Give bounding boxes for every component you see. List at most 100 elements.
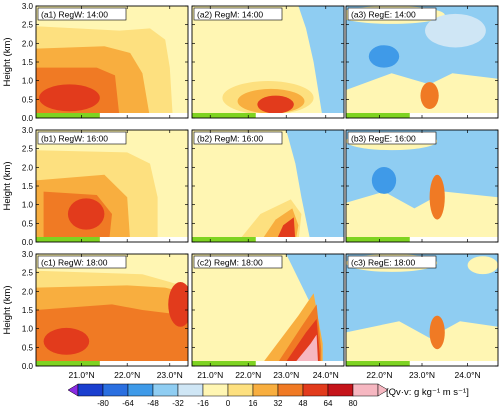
colorbar-box-2 xyxy=(128,384,153,396)
field-a1 xyxy=(36,6,188,118)
xtick-label-c1-2: 23.0°N xyxy=(157,370,183,380)
terrain-gap-b2 xyxy=(256,237,344,242)
terrain-land-b1 xyxy=(36,237,100,242)
contour-b3-3 xyxy=(430,175,445,220)
ytick-label-a1-4: 2.0 xyxy=(22,39,34,48)
colorbar-box-1 xyxy=(103,384,128,396)
xtick-label-c3-0: 22.0°N xyxy=(366,370,392,380)
panel-a3: (a3) RegE: 14:00 xyxy=(338,6,498,118)
panel-label-b2: (b2) RegM: 16:00 xyxy=(197,134,263,144)
terrain-gap-c2 xyxy=(256,361,344,366)
contour-a3-4 xyxy=(420,82,438,109)
panel-label-b1: (b1) RegW: 16:00 xyxy=(41,134,108,144)
ylabel-c1: Height (km) xyxy=(2,285,13,334)
terrain-land-c3 xyxy=(346,361,410,366)
colorbar-tick-8: 48 xyxy=(299,399,308,407)
colorbar-label: [Qv·v: g kg⁻¹ m s⁻¹] xyxy=(386,387,469,398)
contour-c1-4 xyxy=(168,282,192,327)
ytick-label-b1-0: 0.0 xyxy=(22,238,34,247)
terrain-land-a1 xyxy=(36,113,100,118)
terrain-gap-c3 xyxy=(410,361,498,366)
colorbar-tick-9: 64 xyxy=(324,399,333,407)
panel-label-a1: (a1) RegW: 14:00 xyxy=(41,10,108,20)
contour-c1-5 xyxy=(44,328,90,355)
xtick-label-c2-1: 22.0°N xyxy=(235,370,261,380)
ytick-label-c1-6: 3.0 xyxy=(22,250,34,259)
panel-label-c3: (c3) RegE: 18:00 xyxy=(351,258,416,268)
colorbar-low-arrow xyxy=(68,384,78,396)
colorbar-box-4 xyxy=(178,384,203,396)
colorbar-box-8 xyxy=(278,384,303,396)
colorbar-tick-0: -80 xyxy=(97,399,109,407)
terrain-gap-a2 xyxy=(256,113,344,118)
xtick-label-c2-0: 21.0°N xyxy=(197,370,223,380)
colorbar-box-5 xyxy=(203,384,228,396)
colorbar-tick-1: -64 xyxy=(122,399,134,407)
ytick-label-c1-1: 0.5 xyxy=(22,343,34,352)
ytick-label-c1-5: 2.5 xyxy=(22,269,34,278)
ytick-label-a1-6: 3.0 xyxy=(22,2,34,11)
panel-c1: (c1) RegW: 18:00 0.0 0.5 1.0 1.5 2.0 2.5 3.0 Hei… xyxy=(2,250,193,380)
panel-a1: (a1) RegW: 14:00 0.0 0.5 1.0 1.5 2.0 2.5 3.0 Hei… xyxy=(2,2,188,123)
colorbar-tick-4: -16 xyxy=(197,399,209,407)
xtick-label-c1-1: 22.0°N xyxy=(114,370,140,380)
contour-b3-4 xyxy=(372,167,396,194)
field-b3 xyxy=(346,130,498,242)
colorbar-box-7 xyxy=(253,384,278,396)
terrain-gap-b3 xyxy=(410,237,498,242)
panel-b1: (b1) RegW: 16:00 0.0 0.5 1.0 1.5 2.0 2.5 3.0 Hei… xyxy=(2,126,188,247)
field-b2 xyxy=(192,130,344,242)
terrain-land-b2 xyxy=(192,237,256,242)
terrain-land-b3 xyxy=(346,237,410,242)
xtick-label-c3-1: 23.0°N xyxy=(409,370,435,380)
ytick-label-c1-4: 2.0 xyxy=(22,287,34,296)
panel-b2: (b2) RegM: 16:00 xyxy=(192,130,344,242)
ylabel-a1: Height (km) xyxy=(2,37,13,86)
ylabel-b1: Height (km) xyxy=(2,161,13,210)
ytick-label-b1-2: 1.0 xyxy=(22,201,34,210)
terrain-land-a2 xyxy=(192,113,256,118)
panel-label-a3: (a3) RegE: 14:00 xyxy=(351,10,416,20)
ytick-label-b1-5: 2.5 xyxy=(22,145,34,154)
ytick-label-b1-3: 1.5 xyxy=(22,182,34,191)
ytick-label-a1-3: 1.5 xyxy=(22,58,34,67)
colorbar-tick-6: 16 xyxy=(249,399,258,407)
terrain-gap-a1 xyxy=(100,113,188,118)
colorbar-box-10 xyxy=(328,384,353,396)
colorbar-box-6 xyxy=(228,384,253,396)
field-a3 xyxy=(338,6,498,118)
colorbar-tick-2: -48 xyxy=(147,399,159,407)
ytick-label-b1-1: 0.5 xyxy=(22,219,34,228)
ytick-label-b1-6: 3.0 xyxy=(22,126,34,135)
field-c2 xyxy=(192,254,344,366)
ytick-label-c1-3: 1.5 xyxy=(22,306,34,315)
terrain-gap-a3 xyxy=(410,113,498,118)
ytick-label-a1-5: 2.5 xyxy=(22,21,34,30)
colorbar: -80 -64 -48 -32 -16 0 16 32 48 64 80[Qv·v: g kg⁻¹ … xyxy=(68,384,469,407)
contour-c3-3 xyxy=(430,316,445,350)
ytick-label-a1-1: 0.5 xyxy=(22,95,34,104)
panel-label-c2: (c2) RegM: 18:00 xyxy=(197,258,263,268)
ytick-label-a1-2: 1.0 xyxy=(22,77,34,86)
ytick-label-b1-4: 2.0 xyxy=(22,163,34,172)
panel-label-a2: (a2) RegM: 14:00 xyxy=(197,10,263,20)
colorbar-tick-7: 32 xyxy=(274,399,283,407)
colorbar-box-9 xyxy=(303,384,328,396)
xtick-label-c2-2: 23.0°N xyxy=(273,370,299,380)
xtick-label-c1-0: 21.0°N xyxy=(69,370,95,380)
xtick-label-c2-3: 24.0°N xyxy=(313,370,339,380)
colorbar-tick-5: 0 xyxy=(226,399,231,407)
panel-a2: (a2) RegM: 14:00 xyxy=(192,6,344,118)
contour-b1-4 xyxy=(68,198,104,229)
ytick-label-c1-0: 0.0 xyxy=(22,362,34,371)
field-c1 xyxy=(36,254,193,366)
ytick-label-c1-2: 1.0 xyxy=(22,325,34,334)
colorbar-box-0 xyxy=(78,384,103,396)
panel-b3: (b3) RegE: 16:00 xyxy=(346,130,498,242)
field-c3 xyxy=(346,254,498,366)
field-a2 xyxy=(192,6,344,118)
panel-c2: (c2) RegM: 18:00 21.0°N 22.0°N 23.0°N 24.0°N xyxy=(192,254,344,380)
panel-label-c1: (c1) RegW: 18:00 xyxy=(41,258,108,268)
terrain-gap-c1 xyxy=(100,361,188,366)
